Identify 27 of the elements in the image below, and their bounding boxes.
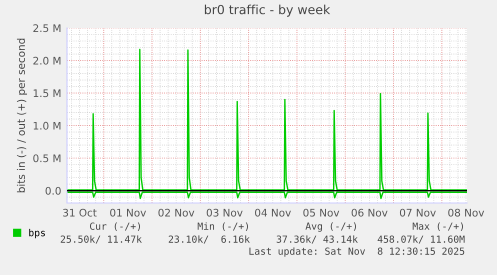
y-tick-label: 2.5 M [33, 24, 60, 32]
text: Avg (-/+) [306, 222, 356, 232]
chart-title: br0 traffic - by week [204, 4, 330, 17]
y-tick-label: 0.5 M [33, 154, 60, 162]
legend-label: bps [29, 228, 45, 238]
y-tick-label: 1.0 M [34, 122, 60, 130]
x-tick-label: 01 Nov [110, 208, 146, 217]
y-axis-title: bits in (-) / out (+) per second [16, 38, 28, 192]
text: Cur (-/+) [90, 222, 140, 231]
text: Min (-/+) [198, 222, 248, 231]
x-tick-label: 08 Nov [448, 208, 484, 217]
text: 25.50k/ 11.47k [60, 235, 142, 244]
x-tick-label: 02 Nov [158, 208, 194, 217]
x-tick-label: 03 Nov [206, 208, 243, 217]
x-tick-label: 04 Nov [255, 208, 291, 217]
x-tick-label: 05 Nov [303, 208, 340, 217]
x-tick-label: 31 Oct [63, 208, 97, 217]
text: Max (-/+) [412, 222, 463, 231]
y-tick-label: 2.0 M [33, 56, 60, 65]
text: Last update: Sat Nov 8 12:30:15 2025 [249, 247, 464, 257]
x-tick-label: 06 Nov [352, 208, 388, 217]
text: 37.36k/ 43.14k [276, 235, 358, 244]
x-tick-label: 07 Nov [400, 208, 436, 217]
text: 23.10k/ 6.16k [168, 235, 250, 244]
y-tick-label: 1.5 M [34, 89, 60, 98]
text: 458.07k/ 11.60M [378, 235, 465, 244]
y-tick-label: 0.0 [46, 186, 61, 195]
